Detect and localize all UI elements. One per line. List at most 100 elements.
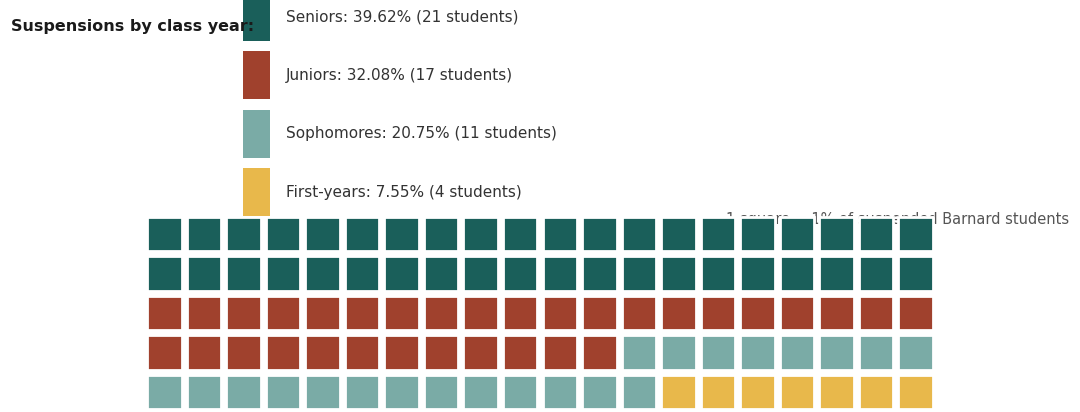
FancyBboxPatch shape xyxy=(384,335,419,370)
FancyBboxPatch shape xyxy=(899,296,933,330)
FancyBboxPatch shape xyxy=(542,217,577,251)
FancyBboxPatch shape xyxy=(582,296,617,330)
FancyBboxPatch shape xyxy=(661,335,696,370)
FancyBboxPatch shape xyxy=(740,256,774,291)
FancyBboxPatch shape xyxy=(266,296,300,330)
FancyBboxPatch shape xyxy=(187,335,221,370)
FancyBboxPatch shape xyxy=(345,256,379,291)
FancyBboxPatch shape xyxy=(542,335,577,370)
FancyBboxPatch shape xyxy=(226,375,260,410)
FancyBboxPatch shape xyxy=(740,335,774,370)
FancyBboxPatch shape xyxy=(701,256,735,291)
FancyBboxPatch shape xyxy=(820,335,854,370)
FancyBboxPatch shape xyxy=(147,217,181,251)
FancyBboxPatch shape xyxy=(226,256,260,291)
FancyBboxPatch shape xyxy=(701,335,735,370)
FancyBboxPatch shape xyxy=(661,256,696,291)
FancyBboxPatch shape xyxy=(701,217,735,251)
FancyBboxPatch shape xyxy=(384,375,419,410)
FancyBboxPatch shape xyxy=(899,375,933,410)
FancyBboxPatch shape xyxy=(820,375,854,410)
FancyBboxPatch shape xyxy=(582,256,617,291)
FancyBboxPatch shape xyxy=(306,335,340,370)
FancyBboxPatch shape xyxy=(384,256,419,291)
FancyBboxPatch shape xyxy=(780,217,814,251)
FancyBboxPatch shape xyxy=(622,375,657,410)
FancyBboxPatch shape xyxy=(820,296,854,330)
FancyBboxPatch shape xyxy=(306,375,340,410)
FancyBboxPatch shape xyxy=(582,217,617,251)
FancyBboxPatch shape xyxy=(503,217,538,251)
FancyBboxPatch shape xyxy=(226,335,260,370)
FancyBboxPatch shape xyxy=(622,335,657,370)
FancyBboxPatch shape xyxy=(423,217,458,251)
Text: Seniors: 39.62% (21 students): Seniors: 39.62% (21 students) xyxy=(286,9,518,24)
FancyBboxPatch shape xyxy=(243,169,270,216)
FancyBboxPatch shape xyxy=(226,296,260,330)
FancyBboxPatch shape xyxy=(780,375,814,410)
FancyBboxPatch shape xyxy=(147,335,181,370)
FancyBboxPatch shape xyxy=(423,256,458,291)
Text: Sophomores: 20.75% (11 students): Sophomores: 20.75% (11 students) xyxy=(286,126,557,141)
FancyBboxPatch shape xyxy=(859,296,893,330)
FancyBboxPatch shape xyxy=(661,296,696,330)
FancyBboxPatch shape xyxy=(423,296,458,330)
FancyBboxPatch shape xyxy=(463,217,498,251)
FancyBboxPatch shape xyxy=(463,375,498,410)
FancyBboxPatch shape xyxy=(187,217,221,251)
FancyBboxPatch shape xyxy=(542,375,577,410)
FancyBboxPatch shape xyxy=(582,335,617,370)
FancyBboxPatch shape xyxy=(820,256,854,291)
FancyBboxPatch shape xyxy=(899,256,933,291)
FancyBboxPatch shape xyxy=(780,256,814,291)
FancyBboxPatch shape xyxy=(423,375,458,410)
FancyBboxPatch shape xyxy=(306,217,340,251)
Text: First-years: 7.55% (4 students): First-years: 7.55% (4 students) xyxy=(286,185,522,200)
FancyBboxPatch shape xyxy=(463,335,498,370)
FancyBboxPatch shape xyxy=(266,256,300,291)
FancyBboxPatch shape xyxy=(780,296,814,330)
FancyBboxPatch shape xyxy=(503,375,538,410)
FancyBboxPatch shape xyxy=(859,335,893,370)
FancyBboxPatch shape xyxy=(740,375,774,410)
FancyBboxPatch shape xyxy=(266,217,300,251)
FancyBboxPatch shape xyxy=(622,296,657,330)
Text: Suspensions by class year:: Suspensions by class year: xyxy=(11,19,254,34)
FancyBboxPatch shape xyxy=(243,110,270,158)
FancyBboxPatch shape xyxy=(147,375,181,410)
FancyBboxPatch shape xyxy=(187,375,221,410)
FancyBboxPatch shape xyxy=(345,375,379,410)
FancyBboxPatch shape xyxy=(899,217,933,251)
Text: 1 square = 1% of suspended Barnard students: 1 square = 1% of suspended Barnard stude… xyxy=(726,212,1069,227)
FancyBboxPatch shape xyxy=(701,375,735,410)
FancyBboxPatch shape xyxy=(266,335,300,370)
FancyBboxPatch shape xyxy=(384,217,419,251)
FancyBboxPatch shape xyxy=(345,217,379,251)
FancyBboxPatch shape xyxy=(503,335,538,370)
FancyBboxPatch shape xyxy=(147,296,181,330)
FancyBboxPatch shape xyxy=(859,375,893,410)
FancyBboxPatch shape xyxy=(859,256,893,291)
FancyBboxPatch shape xyxy=(345,296,379,330)
FancyBboxPatch shape xyxy=(740,217,774,251)
FancyBboxPatch shape xyxy=(266,375,300,410)
FancyBboxPatch shape xyxy=(820,217,854,251)
FancyBboxPatch shape xyxy=(661,217,696,251)
FancyBboxPatch shape xyxy=(503,296,538,330)
FancyBboxPatch shape xyxy=(780,335,814,370)
FancyBboxPatch shape xyxy=(147,256,181,291)
Text: Juniors: 32.08% (17 students): Juniors: 32.08% (17 students) xyxy=(286,68,513,83)
FancyBboxPatch shape xyxy=(701,296,735,330)
FancyBboxPatch shape xyxy=(463,256,498,291)
FancyBboxPatch shape xyxy=(384,296,419,330)
FancyBboxPatch shape xyxy=(187,296,221,330)
FancyBboxPatch shape xyxy=(306,296,340,330)
FancyBboxPatch shape xyxy=(423,335,458,370)
FancyBboxPatch shape xyxy=(582,375,617,410)
FancyBboxPatch shape xyxy=(622,256,657,291)
FancyBboxPatch shape xyxy=(345,335,379,370)
FancyBboxPatch shape xyxy=(622,217,657,251)
FancyBboxPatch shape xyxy=(542,256,577,291)
FancyBboxPatch shape xyxy=(463,296,498,330)
FancyBboxPatch shape xyxy=(542,296,577,330)
